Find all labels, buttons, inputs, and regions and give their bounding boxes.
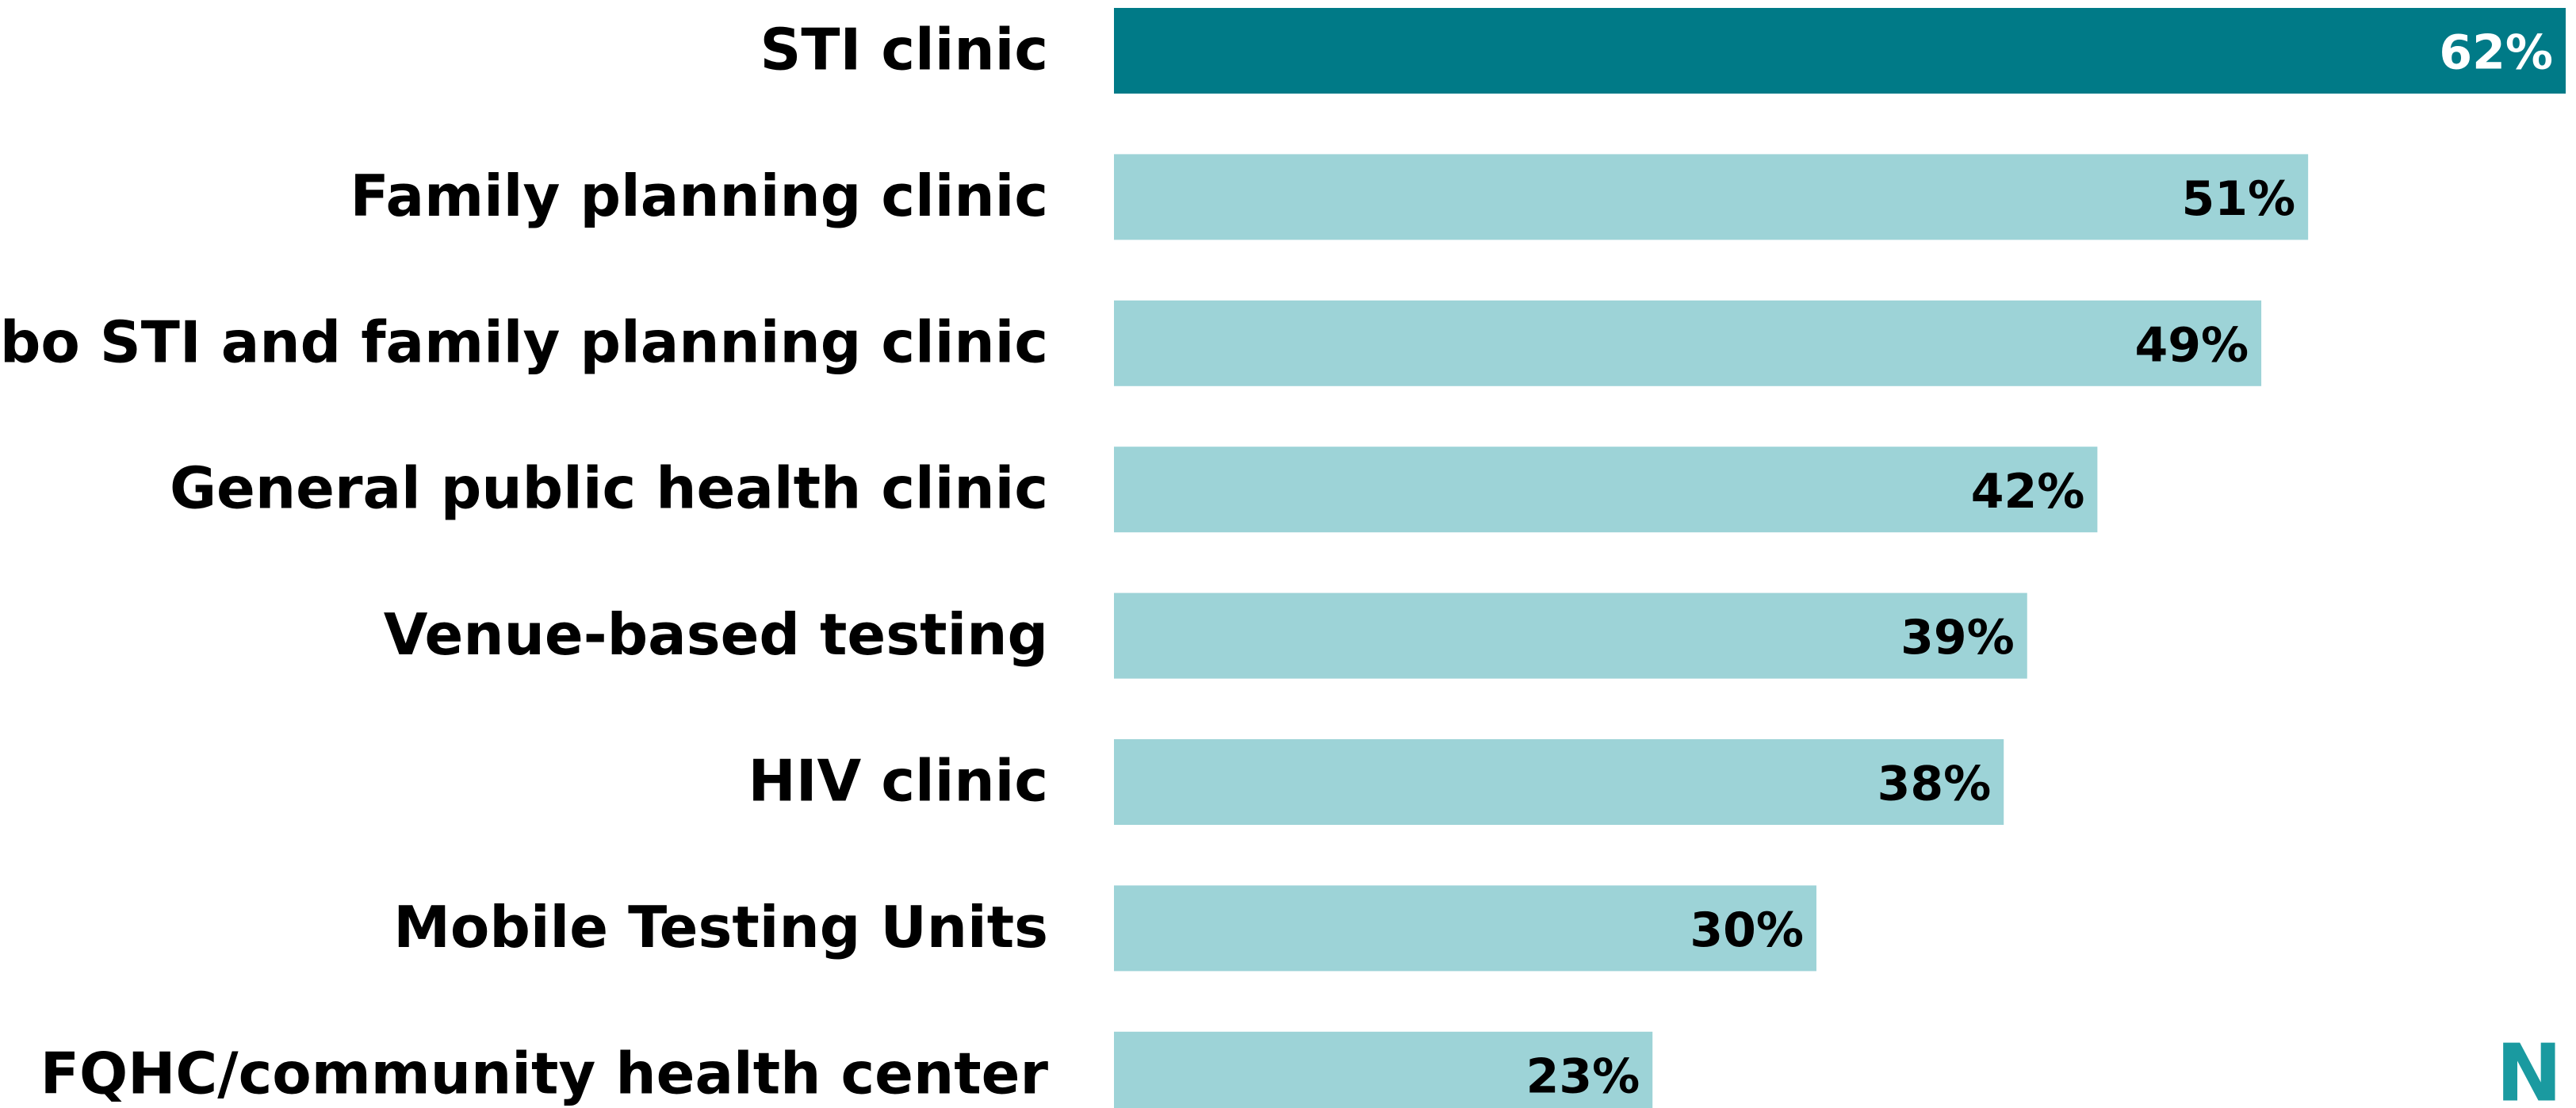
bar [1114, 739, 2004, 825]
category-label: HIV clinic [748, 748, 1049, 815]
bar [1114, 885, 1816, 972]
value-label: 30% [1690, 903, 1804, 958]
bar [1114, 447, 2098, 533]
category-label: STI clinic [760, 17, 1048, 83]
category-label: General public health clinic [170, 455, 1048, 522]
bar [1114, 300, 2262, 386]
bar [1114, 154, 2309, 240]
category-label: FQHC/community health center [40, 1040, 1049, 1106]
category-label: Combo STI and family planning clinic [0, 309, 1048, 375]
category-label: Mobile Testing Units [393, 894, 1048, 960]
value-label: 62% [2439, 25, 2553, 81]
value-label: 38% [1877, 757, 1992, 812]
value-label: 23% [1526, 1049, 1640, 1104]
bar [1114, 8, 2566, 94]
bar [1114, 1031, 1653, 1108]
category-label: Venue-based testing [384, 601, 1048, 668]
value-label: 51% [2182, 171, 2296, 227]
bar [1114, 592, 2027, 679]
category-label: Family planning clinic [350, 163, 1048, 229]
value-label: 49% [2134, 317, 2249, 373]
value-label: 39% [1900, 610, 2015, 665]
value-label: 42% [1971, 464, 2085, 519]
logo: N [2496, 1026, 2563, 1108]
